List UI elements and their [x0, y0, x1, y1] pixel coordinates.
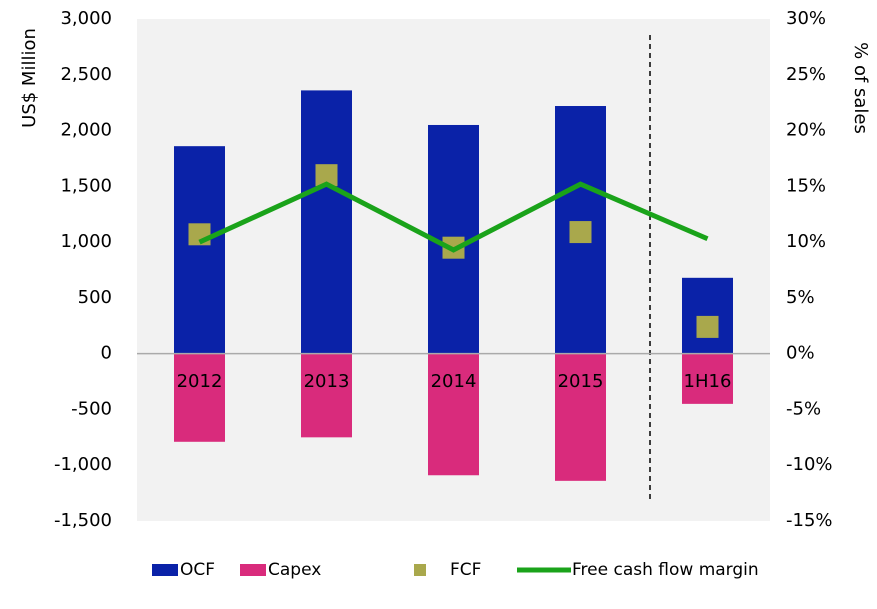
y-tick-label: 1,000	[60, 231, 112, 252]
legend-label: FCF	[450, 560, 481, 580]
legend-label: Free cash flow margin	[572, 560, 759, 580]
marker	[569, 221, 592, 244]
bar	[428, 353, 479, 476]
y-tick-label: 2,000	[60, 120, 112, 141]
y2-tick-label: 5%	[786, 287, 815, 308]
y-tick-label: -500	[71, 398, 112, 419]
y-tick-label: 0	[101, 343, 112, 364]
bar	[174, 353, 225, 442]
x-tick-label: 2013	[304, 371, 350, 392]
y-tick-label: -1,500	[54, 510, 112, 531]
y2-tick-label: 15%	[786, 175, 826, 196]
bar	[682, 353, 733, 404]
marker	[315, 164, 338, 187]
y2-tick-label: -5%	[786, 398, 821, 419]
bar	[301, 353, 352, 438]
marker	[696, 315, 719, 338]
legend-swatch	[414, 564, 426, 576]
y2-tick-label: 0%	[786, 343, 815, 364]
y-tick-label: 500	[78, 287, 112, 308]
bar	[555, 353, 606, 481]
y-axis-title: US$ Million	[19, 28, 40, 128]
x-tick-label: 1H16	[684, 371, 732, 392]
y2-axis-title: % of sales	[850, 42, 871, 134]
y2-tick-label: -10%	[786, 454, 833, 475]
bar	[682, 277, 733, 354]
legend-swatch	[152, 564, 178, 576]
legend-swatch	[240, 564, 266, 576]
y-tick-label: 2,500	[60, 64, 112, 85]
x-tick-label: 2012	[177, 371, 223, 392]
legend-label: OCF	[180, 560, 215, 580]
y2-tick-label: 20%	[786, 120, 826, 141]
x-tick-label: 2014	[431, 371, 477, 392]
y2-tick-label: 10%	[786, 231, 826, 252]
legend-label: Capex	[268, 560, 321, 580]
y2-tick-label: 30%	[786, 8, 826, 29]
bar	[301, 90, 352, 354]
bar	[174, 146, 225, 354]
x-tick-label: 2015	[558, 371, 604, 392]
y2-tick-label: 25%	[786, 64, 826, 85]
y2-tick-label: -15%	[786, 510, 833, 531]
y-tick-label: -1,000	[54, 454, 112, 475]
line	[198, 181, 709, 253]
y-tick-label: 1,500	[60, 175, 112, 196]
y-tick-label: 3,000	[60, 8, 112, 29]
